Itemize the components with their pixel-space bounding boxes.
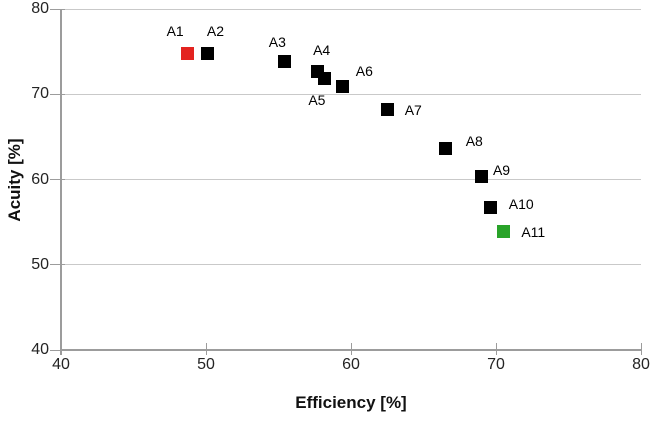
point-label-A9: A9 (492, 162, 511, 179)
y-tick-50 (50, 264, 65, 266)
y-tick-label-60: 60 (31, 170, 49, 188)
marker-A5 (318, 72, 332, 86)
point-label-A1: A1 (166, 23, 184, 40)
point-label-A8: A8 (465, 132, 483, 149)
x-tick-60 (351, 343, 352, 355)
marker-A8 (438, 142, 452, 156)
marker-A7 (380, 103, 394, 117)
y-tick-80 (50, 8, 65, 10)
gridline-y-70 (61, 93, 641, 95)
point-label-A4: A4 (313, 42, 331, 59)
y-tick-40 (50, 349, 65, 351)
point-label-A2: A2 (206, 23, 224, 40)
marker-A11 (496, 225, 510, 238)
point-label-A5: A5 (308, 91, 326, 108)
marker-A6 (335, 80, 349, 94)
marker-A10 (483, 201, 497, 215)
y-tick-70 (50, 93, 65, 95)
y-tick-label-70: 70 (31, 85, 49, 103)
x-tick-label-40: 40 (52, 356, 70, 373)
x-tick-label-80: 80 (632, 356, 650, 373)
y-axis-line (60, 9, 62, 355)
y-tick-60 (50, 179, 65, 180)
gridline-y-60 (61, 179, 641, 180)
x-tick-label-60: 60 (342, 356, 360, 373)
marker-A1 (180, 46, 194, 60)
x-tick-80 (641, 343, 642, 355)
point-label-A7: A7 (404, 101, 422, 118)
marker-A3 (277, 55, 291, 69)
x-tick-70 (496, 343, 497, 355)
x-tick-50 (206, 343, 207, 355)
gridline-y-80 (61, 8, 641, 10)
x-tick-label-50: 50 (197, 356, 215, 373)
y-tick-label-40: 40 (31, 341, 49, 358)
gridline-y-50 (61, 264, 641, 266)
marker-A2 (200, 46, 214, 60)
y-axis-title: Acuity [%] (5, 138, 24, 222)
point-label-A3: A3 (268, 33, 286, 50)
marker-A9 (475, 169, 488, 183)
x-axis-title: Efficiency [%] (295, 393, 407, 412)
y-tick-label-80: 80 (31, 0, 49, 17)
point-label-A11: A11 (521, 223, 546, 240)
x-tick-40 (61, 343, 62, 355)
x-tick-label-70: 70 (487, 356, 505, 373)
y-tick-label-50: 50 (31, 255, 49, 273)
point-label-A6: A6 (355, 62, 373, 79)
point-label-A10: A10 (508, 195, 534, 212)
